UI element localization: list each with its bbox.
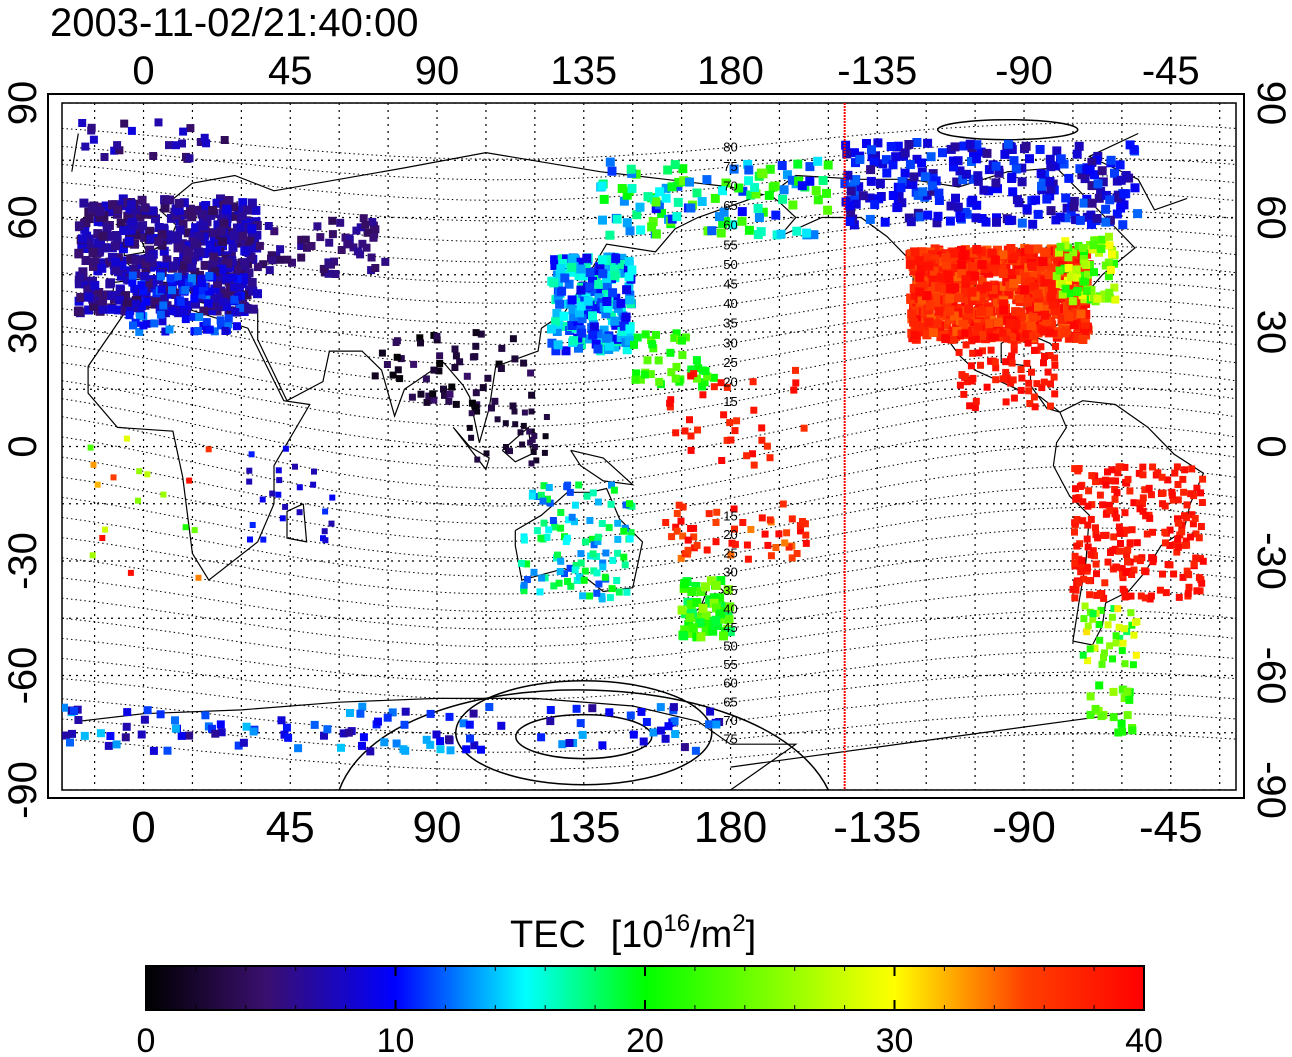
left-lat-label: -60 [1,647,45,705]
contour-label: 20 [723,374,737,389]
contour-label: 60 [723,218,737,233]
left-lat-label: -30 [1,532,45,590]
contour-label: 20 [723,527,737,542]
contour-label: 75 [723,159,737,174]
right-lat-label: 90 [1249,81,1292,126]
top-lon-label: 135 [550,49,617,93]
bottom-longitude-labels: 0 45 90 135 180 -135 -90 -45 [62,789,1236,852]
contour-labels: 80 75 70 65 60 55 50 45 40 35 30 25 20 15 15 20 25 30 35 40… [723,139,737,746]
contour-label: 65 [723,694,737,709]
colorbar-tick-label: 40 [1125,1022,1163,1057]
left-lat-label: 0 [1,435,45,457]
contour-label: 25 [723,355,737,370]
contour-label: 50 [723,639,737,654]
colorbar-title: TEC [1016/m2] [510,910,756,956]
timestamp-title: 2003-11-02/21:40:00 [50,1,418,45]
contour-label: 25 [723,546,737,561]
bottom-lon-label: -45 [1139,803,1203,852]
contour-label: 35 [723,316,737,331]
top-lon-label: -90 [995,49,1053,93]
right-lat-label: 60 [1249,195,1292,240]
top-lon-label: 90 [415,49,460,93]
colorbar-tick-label: 30 [876,1022,914,1057]
right-lat-label: 0 [1249,435,1292,457]
contour-label: 30 [723,564,737,579]
top-lon-label: 180 [697,49,764,93]
contour-label: 30 [723,335,737,350]
bottom-lon-label: 90 [413,803,462,852]
contour-label: 15 [723,394,737,409]
bottom-lon-label: 0 [131,803,155,852]
top-lon-label: 0 [132,49,154,93]
tec-measurements [62,118,1207,756]
contour-label: 50 [723,257,737,272]
contour-label: 70 [723,179,737,194]
contour-label: 60 [723,676,737,691]
contour-label: 35 [723,583,737,598]
contour-label: 15 [723,509,737,524]
colorbar-tick-label: 20 [626,1022,664,1057]
left-lat-label: -90 [1,761,45,819]
right-lat-label: -90 [1249,761,1292,819]
colorbar-ticks: 0 10 20 30 40 [137,966,1163,1057]
contour-label: 70 [723,713,737,728]
right-lat-label: 30 [1249,310,1292,355]
bottom-lon-label: -135 [833,803,921,852]
top-lon-label: -45 [1142,49,1200,93]
colorbar-tick-label: 0 [137,1022,156,1057]
contour-label: 65 [723,198,737,213]
left-lat-label: 60 [1,195,45,240]
top-lon-label: 45 [268,49,313,93]
right-latitude-labels: 90 60 30 0 -30 -60 -90 [1238,81,1292,819]
contour-label: 45 [723,620,737,635]
contour-label: 80 [723,139,737,154]
svg-text:TEC [1016/m2]: TEC [1016/m2] [510,910,756,956]
contour-label: 55 [723,657,737,672]
bottom-lon-label: -90 [992,803,1056,852]
right-lat-label: -60 [1249,647,1292,705]
top-lon-label: -135 [837,49,917,93]
right-lat-label: -30 [1249,532,1292,590]
bottom-lon-label: 180 [694,803,767,852]
contour-label: 55 [723,237,737,252]
left-lat-label: 30 [1,310,45,355]
left-lat-label: 90 [1,81,45,126]
left-latitude-labels: 90 60 30 0 -30 -60 -90 [1,81,54,819]
coastlines [62,132,1205,790]
contour-label: 40 [723,601,737,616]
contour-label: 40 [723,296,737,311]
top-longitude-labels: 0 45 90 135 180 -135 -90 -45 [62,49,1236,104]
bottom-lon-label: 135 [547,803,620,852]
bottom-lon-label: 45 [266,803,315,852]
contour-label: 45 [723,276,737,291]
contour-label: 75 [723,731,737,746]
colorbar-title-text: TEC [510,914,586,956]
colorbar-tick-label: 10 [377,1022,415,1057]
